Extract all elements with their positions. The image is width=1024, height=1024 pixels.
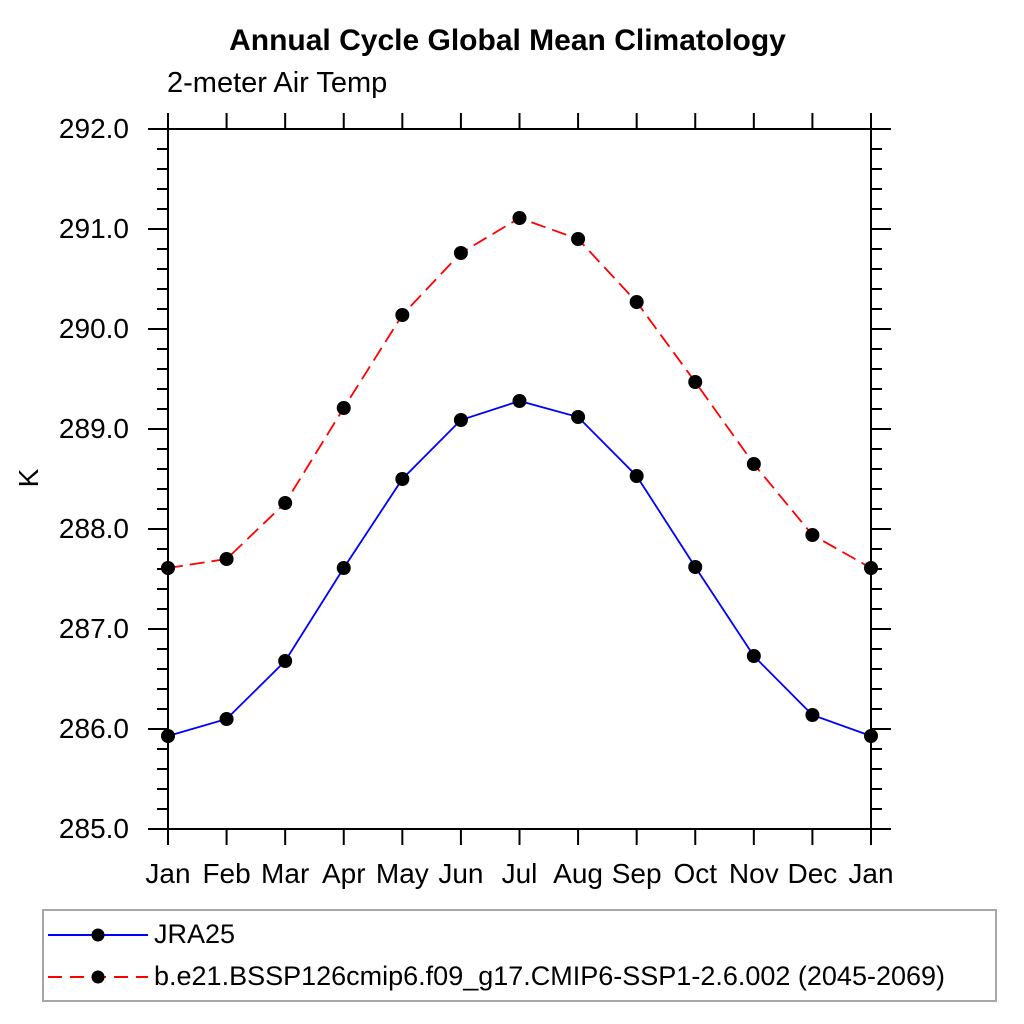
data-point-jra25-0 [161,729,175,743]
legend-sample-marker [91,928,105,941]
series-line-ssp126 [167,217,872,569]
y-tick-label: 285.0 [59,813,129,844]
legend-sample-marker [91,970,105,983]
data-point-ssp126-11 [805,528,820,542]
data-point-ssp126-12 [864,561,878,575]
data-point-jra25-4 [395,472,410,486]
legend-box: JRA25 b.e21.BSSP126cmip6.f09_g17.CMIP6-S… [42,909,997,1002]
legend-entry-jra25: JRA25 [48,914,995,956]
legend-label-jra25: JRA25 [154,919,236,949]
x-tick-label: Feb [202,858,250,889]
legend-line-sample-ssp126 [48,970,148,983]
data-point-jra25-10 [746,649,761,663]
data-point-ssp126-1 [219,552,234,566]
chart-subtitle: 2-meter Air Temp [167,67,388,99]
x-tick-label: May [376,858,429,889]
y-tick-label: 289.0 [59,413,129,444]
x-tick-label: Sep [612,858,662,889]
data-point-jra25-5 [453,413,468,427]
data-point-jra25-6 [512,394,527,408]
data-point-ssp126-6 [512,211,527,225]
x-tick-label: Apr [322,858,366,889]
x-tick-label: Dec [788,858,838,889]
y-axis-title: K [13,468,44,487]
data-point-ssp126-8 [629,295,644,309]
data-point-jra25-1 [219,712,234,726]
x-tick-label: Aug [553,858,603,889]
data-point-ssp126-4 [395,308,410,322]
data-point-ssp126-7 [571,232,586,246]
y-tick-label: 286.0 [59,713,129,744]
data-point-ssp126-0 [161,561,175,575]
x-tick-label: Nov [729,858,779,889]
data-point-jra25-3 [336,561,351,575]
legend-line-sample-jra25 [48,928,148,941]
series-line-jra25 [167,400,872,737]
data-point-jra25-12 [864,729,878,743]
data-point-ssp126-9 [688,375,703,389]
x-tick-label: Mar [261,858,309,889]
data-point-ssp126-3 [336,401,351,415]
data-point-jra25-9 [688,560,703,574]
legend-entry-ssp126: b.e21.BSSP126cmip6.f09_g17.CMIP6-SSP1-2.… [48,956,995,998]
y-tick-label: 292.0 [59,113,129,144]
data-point-ssp126-5 [453,246,468,260]
x-tick-label: Jul [502,858,538,889]
legend-label-ssp126: b.e21.BSSP126cmip6.f09_g17.CMIP6-SSP1-2.… [154,961,946,991]
data-point-jra25-7 [571,410,586,424]
y-tick-label: 291.0 [59,213,129,244]
data-point-jra25-2 [278,654,293,668]
x-tick-label: Jan [848,858,893,889]
data-point-ssp126-2 [278,496,293,510]
data-point-jra25-11 [805,708,820,722]
y-tick-label: 288.0 [59,513,129,544]
chart-title: Annual Cycle Global Mean Climatology [229,24,786,57]
x-tick-label: Jan [145,858,190,889]
y-tick-label: 290.0 [59,313,129,344]
x-tick-label: Oct [673,858,717,889]
x-tick-label: Jun [438,858,483,889]
data-point-ssp126-10 [746,457,761,471]
y-tick-label: 287.0 [59,613,129,644]
data-point-jra25-8 [629,469,644,483]
